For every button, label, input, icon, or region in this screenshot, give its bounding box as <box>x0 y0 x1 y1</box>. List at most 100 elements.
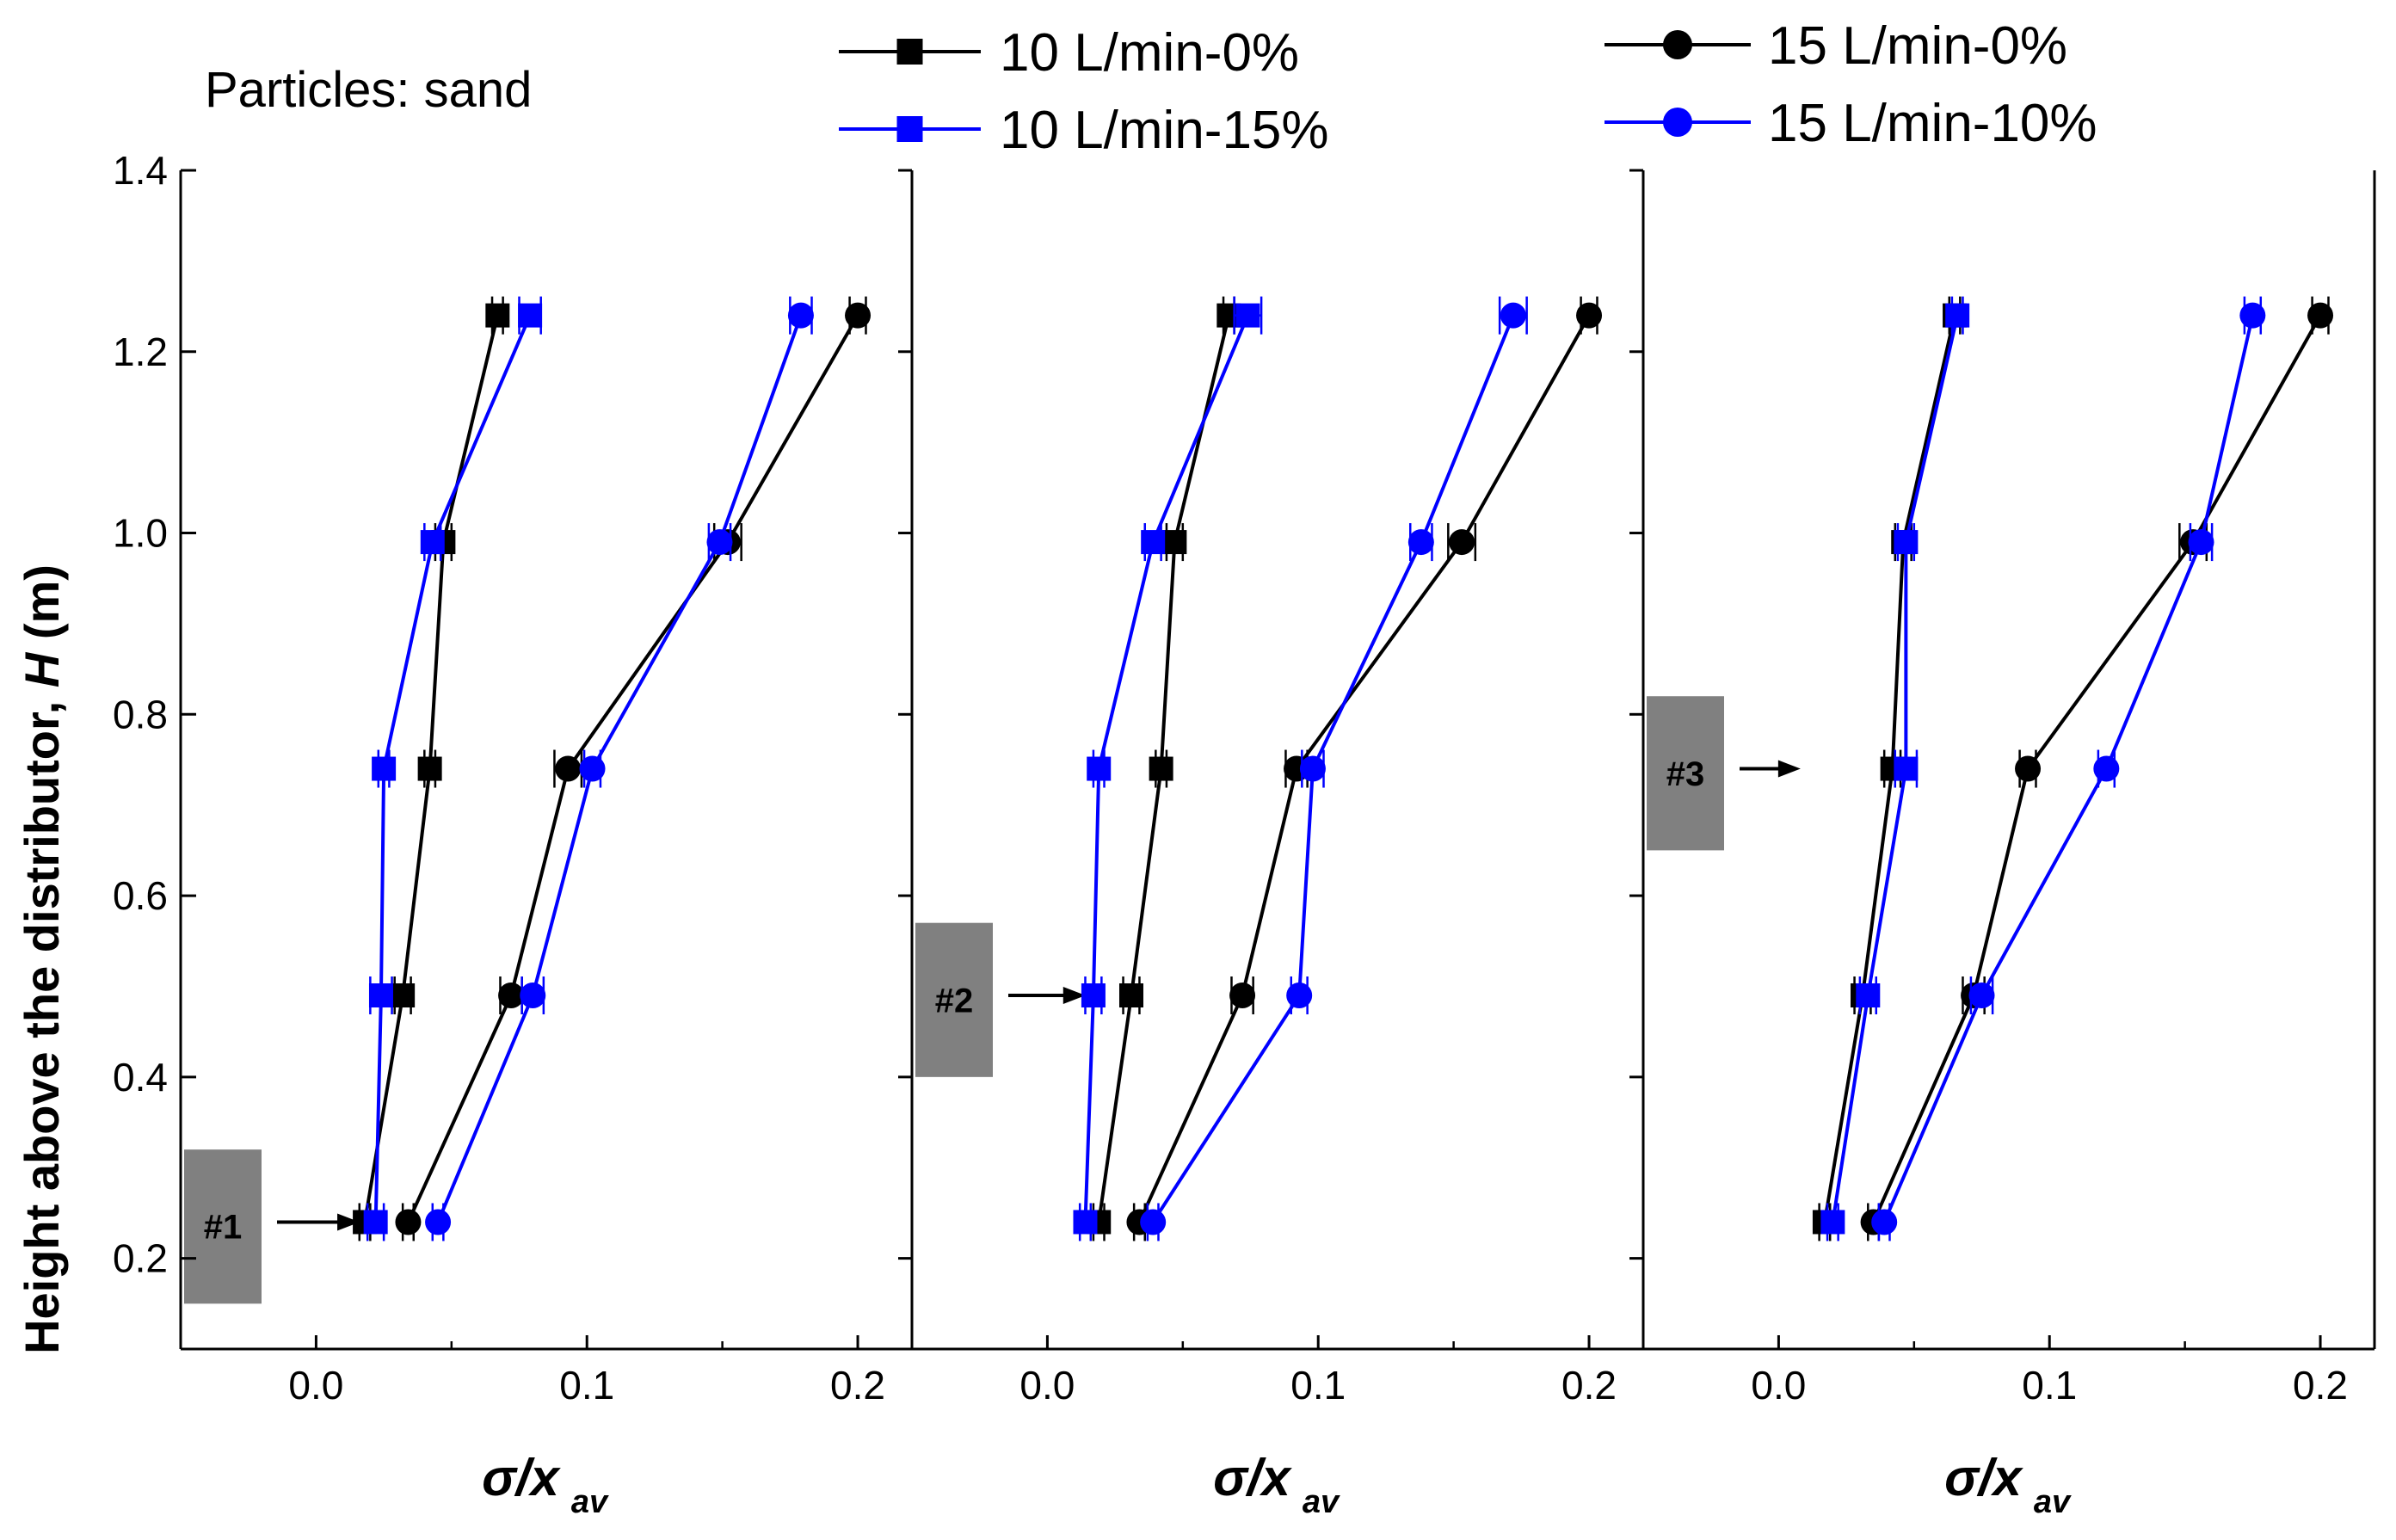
plot-area: 0.0 0.1 0.2σ/x av#10.0 0.1 0.2σ/x av#20.0 0.1 0.… <box>184 296 2348 1520</box>
legend-entry: 10 L/min-15% <box>839 101 1329 160</box>
data-point-square <box>1235 303 1260 328</box>
panel-marker-label: #3 <box>1666 755 1705 793</box>
y-tick-label: 0.6 <box>113 873 168 918</box>
data-point-circle <box>579 755 606 782</box>
panel-1: 0.0 0.1 0.2 σ/x av #1 <box>184 296 885 1520</box>
series-line <box>1151 314 1515 1223</box>
y-axis-label-part: Height above the distributor, <box>15 687 69 1354</box>
data-point-square <box>1087 756 1112 781</box>
series-line <box>1882 315 2255 1223</box>
data-point-circle <box>2239 302 2266 329</box>
y-tick-label: 0.4 <box>113 1055 168 1100</box>
x-axis-label-subscript: av <box>571 1484 609 1520</box>
data-point-square <box>1820 1210 1845 1235</box>
panel-3: 0.0 0.1 0.2 σ/x av #3 <box>1647 296 2348 1520</box>
data-point-square <box>518 303 543 328</box>
data-point-circle <box>1576 302 1603 329</box>
series-line <box>406 314 859 1223</box>
data-point-circle <box>787 302 814 329</box>
x-tick-label: 0.2 <box>2293 1363 2348 1408</box>
data-point-circle <box>1500 302 1526 329</box>
data-point-circle <box>2093 755 2120 782</box>
y-tick-label: 0.8 <box>113 692 168 736</box>
series <box>395 296 872 1241</box>
data-point-square <box>1894 756 1919 781</box>
series <box>1073 296 1263 1241</box>
data-point-circle <box>2188 529 2214 556</box>
data-point-square <box>1856 983 1881 1007</box>
x-tick-label: 0.1 <box>1290 1363 1346 1408</box>
panel-marker-box <box>915 922 993 1077</box>
x-axis-label-subscript: av <box>2034 1484 2072 1520</box>
data-point-circle <box>845 302 872 329</box>
x-axis-label: σ/x <box>482 1449 561 1506</box>
data-point-circle <box>1449 529 1475 556</box>
y-tick-label: 1.0 <box>113 511 168 556</box>
panel-2: 0.0 0.1 0.2 σ/x av #2 <box>915 296 1617 1520</box>
series <box>363 296 543 1241</box>
data-point-circle <box>1407 529 1434 556</box>
legend-label: 10 L/min-0% <box>1000 23 1299 83</box>
data-point-square <box>372 756 397 781</box>
x-tick-label: 0.2 <box>830 1363 885 1408</box>
data-point-square <box>1073 1210 1098 1235</box>
data-point-square <box>363 1210 388 1235</box>
data-point-circle <box>1140 1209 1167 1235</box>
legend-marker-square <box>896 116 923 142</box>
data-point-circle <box>520 983 546 1008</box>
series <box>1871 296 2266 1241</box>
arrow-head <box>1062 987 1086 1004</box>
series-line <box>436 314 803 1223</box>
series-line <box>1137 314 1591 1223</box>
data-point-circle <box>1229 983 1256 1008</box>
y-axis-label: Height above the distributor, H (m) <box>15 564 69 1354</box>
x-axis-label: σ/x <box>1213 1449 1292 1506</box>
legend-marker-square <box>896 39 923 65</box>
x-tick-label: 0.1 <box>2022 1363 2077 1408</box>
data-point-square <box>368 983 393 1007</box>
data-point-square <box>1119 983 1143 1007</box>
data-point-circle <box>555 755 582 782</box>
data-point-circle <box>395 1209 422 1235</box>
legend-label: 15 L/min-10% <box>1768 94 2097 153</box>
x-tick-label: 0.0 <box>1019 1363 1075 1408</box>
panel-marker-box <box>184 1149 262 1304</box>
data-point-square <box>1081 983 1106 1007</box>
y-axis-label-unit: (m) <box>15 564 69 653</box>
legend-label: 15 L/min-0% <box>1768 16 2067 76</box>
particles-annotation: Particles: sand <box>205 62 532 118</box>
arrow-head <box>337 1213 360 1231</box>
data-point-square <box>1141 530 1166 555</box>
x-axis-label-subscript: av <box>1303 1484 1340 1520</box>
legend: 10 L/min-0% 10 L/min-15% 15 L/min-0% 15 L/m… <box>839 16 2097 160</box>
panel-marker-label: #1 <box>204 1209 243 1247</box>
legend-marker-circle <box>1663 30 1692 59</box>
panel-marker-box <box>1647 696 1724 851</box>
series <box>1087 296 1241 1241</box>
x-tick-label: 0.1 <box>559 1363 614 1408</box>
y-tick-label: 1.2 <box>113 330 168 374</box>
data-point-circle <box>1286 983 1313 1008</box>
data-point-circle <box>706 529 733 556</box>
y-tick-label: 1.4 <box>113 148 168 193</box>
data-point-circle <box>498 983 525 1008</box>
series <box>1140 296 1528 1241</box>
axes: 0.2 0.4 0.6 0.8 1.0 1.2 1.4 <box>113 148 2376 1351</box>
x-axis-label: σ/x <box>1944 1449 2023 1506</box>
data-point-circle <box>1299 755 1326 782</box>
legend-marker-circle <box>1663 108 1692 137</box>
y-tick-label: 0.2 <box>113 1236 168 1281</box>
series <box>425 296 814 1241</box>
data-point-square <box>1149 756 1173 781</box>
data-point-square <box>391 983 416 1007</box>
x-tick-label: 0.2 <box>1561 1363 1617 1408</box>
legend-label: 10 L/min-15% <box>1000 101 1329 160</box>
data-point-square <box>485 303 510 328</box>
x-tick-label: 0.0 <box>288 1363 343 1408</box>
data-point-circle <box>2015 755 2042 782</box>
x-tick-label: 0.0 <box>1751 1363 1806 1408</box>
arrow-head <box>1777 760 1801 778</box>
data-point-square <box>1945 303 1970 328</box>
series-line <box>373 314 532 1223</box>
